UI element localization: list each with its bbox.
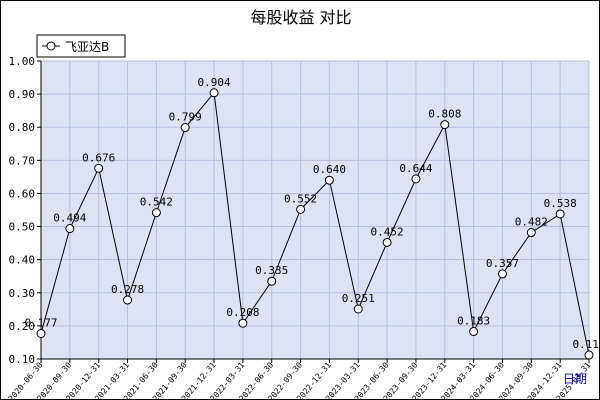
legend-marker xyxy=(46,41,56,51)
data-label: 0.112 xyxy=(572,338,599,351)
series-line xyxy=(40,91,590,356)
data-label: 0.251 xyxy=(342,292,375,305)
data-label: 0.640 xyxy=(313,163,346,176)
y-tick-label: 1.00 xyxy=(9,55,36,68)
data-label: 0.904 xyxy=(197,76,230,89)
data-point xyxy=(296,204,306,214)
data-label: 0.335 xyxy=(255,264,288,277)
data-label: 0.552 xyxy=(284,192,317,205)
y-tick-label: 0.90 xyxy=(9,88,36,101)
data-point xyxy=(151,208,161,218)
y-tick-label: 0.30 xyxy=(9,287,36,300)
data-label: 0.278 xyxy=(111,283,144,296)
legend: 飞亚达B xyxy=(36,34,126,58)
y-tick-label: 0.50 xyxy=(9,221,36,234)
data-label: 0.452 xyxy=(371,225,404,238)
data-point xyxy=(36,329,46,339)
plot-area: 1.00 0.90 0.80 0.70 0.60 0.50 0.40 0.30 0.20 0.10… xyxy=(7,55,599,399)
data-point xyxy=(440,120,450,130)
data-point xyxy=(555,209,565,219)
data-point xyxy=(324,175,334,185)
y-tick-label: 0.60 xyxy=(9,187,36,200)
x-axis-label: 日期 xyxy=(563,372,587,386)
y-tick-label: 0.80 xyxy=(9,121,36,134)
data-point xyxy=(65,224,75,234)
chart-title: 每股收益 对比 xyxy=(250,8,351,27)
data-label: 0.208 xyxy=(226,306,259,319)
data-label: 0.542 xyxy=(140,196,173,209)
data-label: 0.538 xyxy=(544,197,577,210)
y-tick-label: 0.20 xyxy=(9,320,36,333)
data-label: 0.644 xyxy=(399,162,432,175)
data-point xyxy=(469,327,479,337)
data-point xyxy=(94,163,104,173)
data-label: 0.494 xyxy=(53,212,86,225)
data-point xyxy=(526,228,536,238)
legend-box xyxy=(36,34,126,58)
data-label: 0.482 xyxy=(515,216,548,229)
data-label: 0.183 xyxy=(457,315,490,328)
data-point xyxy=(209,88,219,98)
data-point xyxy=(267,276,277,286)
data-point xyxy=(353,304,363,314)
legend-label: 飞亚达B xyxy=(65,40,109,54)
data-point xyxy=(382,237,392,247)
plot-background xyxy=(41,61,589,359)
data-point xyxy=(238,318,248,328)
data-label: 0.177 xyxy=(24,317,57,330)
data-label: 0.676 xyxy=(82,151,115,164)
y-tick-label: 0.40 xyxy=(9,254,36,267)
y-tick-label: 0.10 xyxy=(9,353,36,366)
data-point xyxy=(411,174,421,184)
data-point xyxy=(584,350,594,360)
data-label: 0.357 xyxy=(486,257,519,270)
data-point xyxy=(180,123,190,133)
data-point xyxy=(123,295,133,305)
y-tick-label: 0.70 xyxy=(9,154,36,167)
data-label: 0.808 xyxy=(428,108,461,121)
data-label: 0.799 xyxy=(169,111,202,124)
data-point xyxy=(497,269,507,279)
